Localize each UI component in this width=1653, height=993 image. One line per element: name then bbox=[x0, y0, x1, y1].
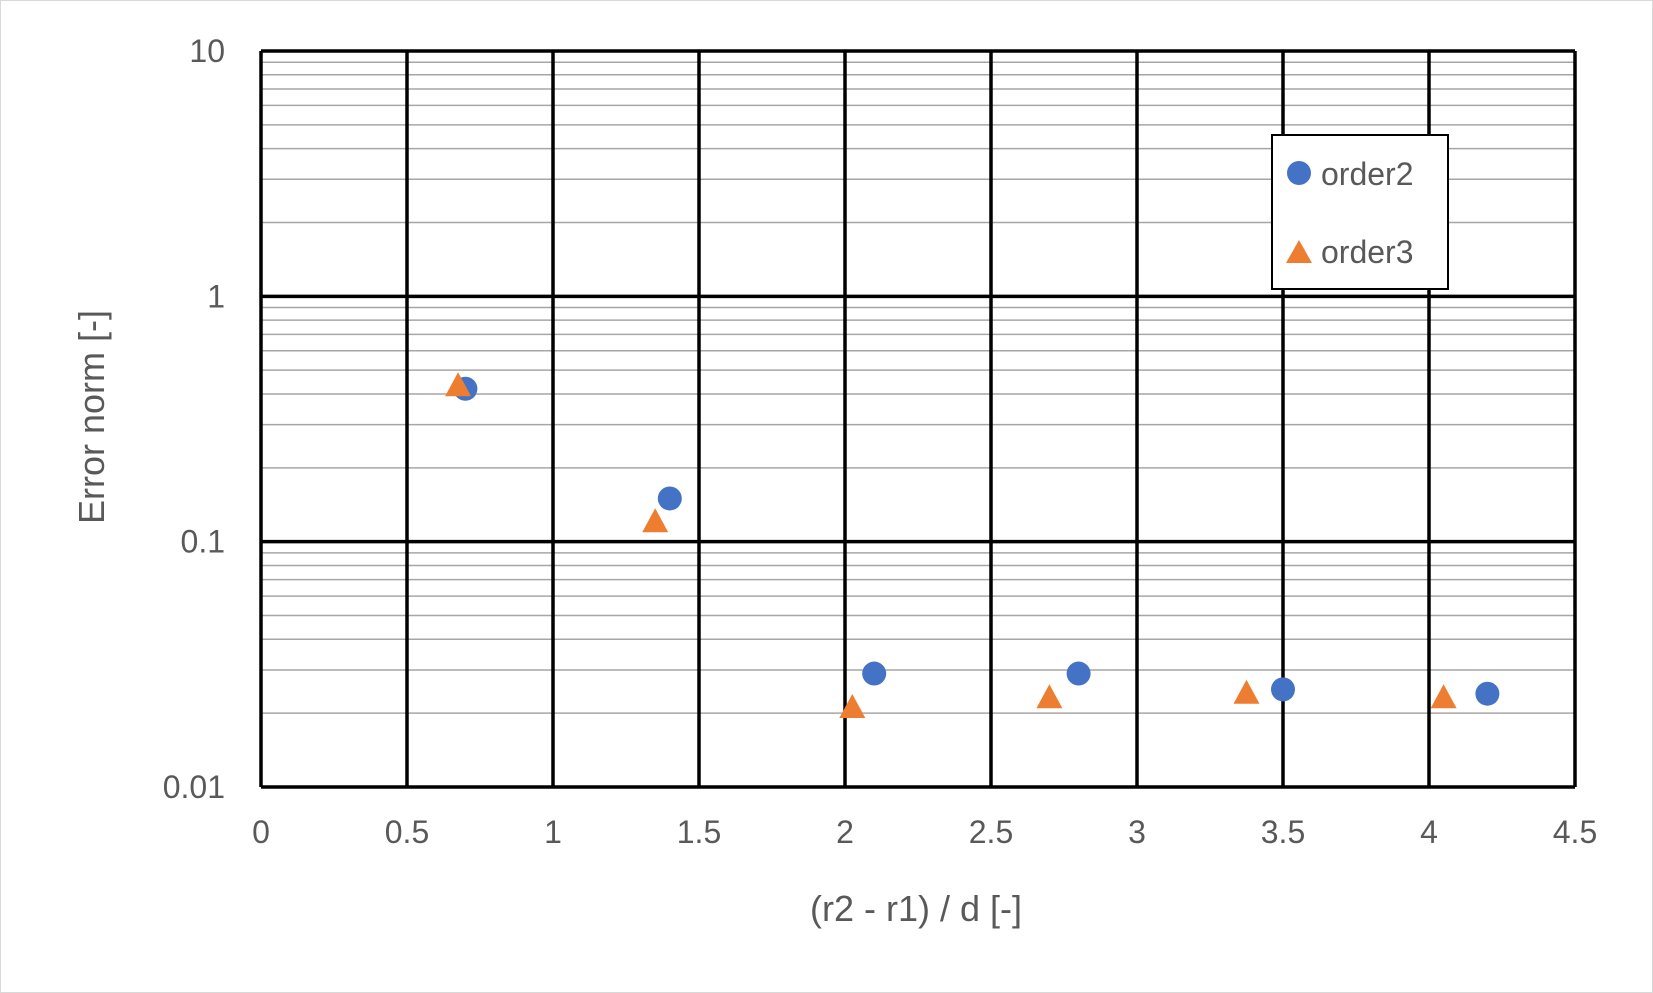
legend-label-order3: order3 bbox=[1321, 234, 1414, 270]
point-order3 bbox=[1233, 679, 1260, 704]
point-order2 bbox=[1475, 681, 1500, 706]
x-tick-label: 3 bbox=[1128, 814, 1146, 850]
x-tick-label: 0 bbox=[252, 814, 270, 850]
point-order3 bbox=[642, 508, 669, 533]
point-order2 bbox=[862, 661, 887, 686]
x-tick-label: 2.5 bbox=[969, 814, 1013, 850]
y-tick-label: 1 bbox=[207, 278, 225, 314]
legend-marker-order2 bbox=[1287, 161, 1311, 185]
x-tick-label: 2 bbox=[836, 814, 854, 850]
x-tick-label: 3.5 bbox=[1261, 814, 1305, 850]
point-order2 bbox=[657, 486, 682, 511]
point-order3 bbox=[445, 372, 472, 397]
point-order3 bbox=[1036, 684, 1063, 709]
y-tick-label: 0.1 bbox=[181, 524, 225, 560]
major-gridlines bbox=[259, 49, 1577, 789]
legend: order2 order3 bbox=[1271, 134, 1449, 290]
legend-marker-order3 bbox=[1286, 240, 1312, 263]
point-order3 bbox=[839, 693, 866, 718]
point-order2 bbox=[1271, 677, 1295, 702]
legend-box bbox=[1271, 134, 1449, 290]
minor-gridlines bbox=[261, 61, 1575, 714]
y-tick-label: 0.01 bbox=[163, 769, 225, 805]
point-order2 bbox=[1066, 661, 1091, 686]
x-tick-label: 1 bbox=[544, 814, 562, 850]
x-tick-label: 0.5 bbox=[385, 814, 429, 850]
x-axis-title: (r2 - r1) / d [-] bbox=[810, 888, 1022, 929]
point-order3 bbox=[1430, 684, 1457, 709]
y-axis-tick-labels: 0.01 0.1 1 10 bbox=[163, 33, 225, 805]
x-tick-label: 1.5 bbox=[677, 814, 721, 850]
x-tick-label: 4.5 bbox=[1553, 814, 1597, 850]
x-tick-label: 4 bbox=[1420, 814, 1438, 850]
data-points bbox=[445, 372, 1500, 718]
y-tick-label: 10 bbox=[189, 33, 225, 69]
x-axis-tick-labels: 0 0.5 1 1.5 2 2.5 3 3.5 4 4.5 bbox=[252, 814, 1597, 850]
y-axis-title: Error norm [-] bbox=[71, 310, 112, 524]
legend-label-order2: order2 bbox=[1321, 156, 1414, 192]
